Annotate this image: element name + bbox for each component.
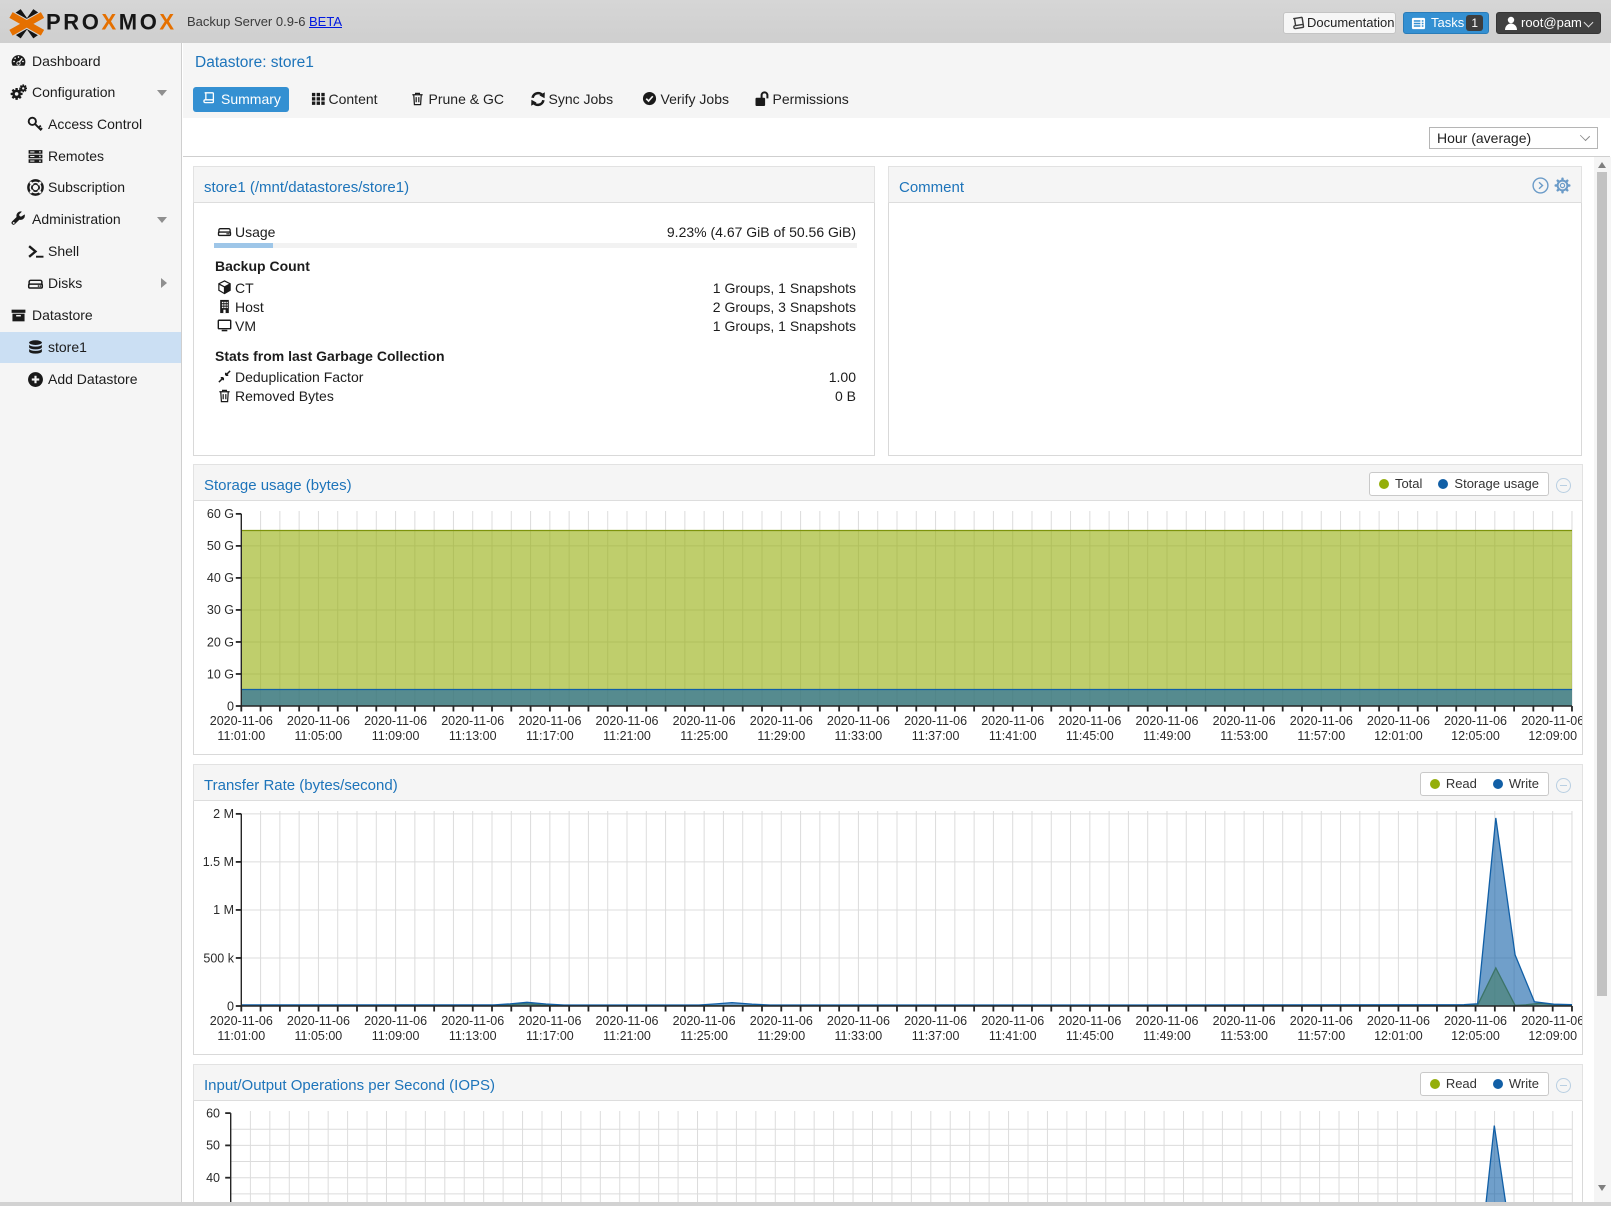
- svg-text:11:21:00: 11:21:00: [603, 729, 651, 743]
- svg-text:2020-11-06: 2020-11-06: [1058, 714, 1121, 728]
- svg-text:2020-11-06: 2020-11-06: [210, 714, 273, 728]
- svg-text:50: 50: [206, 1139, 220, 1153]
- svg-text:11:17:00: 11:17:00: [526, 729, 574, 743]
- svg-text:12:05:00: 12:05:00: [1451, 729, 1500, 743]
- svg-text:11:17:00: 11:17:00: [526, 1029, 574, 1043]
- svg-text:2020-11-06: 2020-11-06: [364, 714, 427, 728]
- svg-text:12:09:00: 12:09:00: [1528, 1029, 1577, 1043]
- svg-text:11:33:00: 11:33:00: [835, 729, 883, 743]
- svg-text:0: 0: [227, 999, 234, 1013]
- svg-text:2020-11-06: 2020-11-06: [827, 714, 890, 728]
- svg-text:2020-11-06: 2020-11-06: [1521, 714, 1582, 728]
- svg-text:2020-11-06: 2020-11-06: [1290, 714, 1353, 728]
- svg-text:11:25:00: 11:25:00: [680, 729, 728, 743]
- svg-text:2020-11-06: 2020-11-06: [287, 714, 350, 728]
- svg-text:60: 60: [206, 1106, 220, 1120]
- svg-text:2020-11-06: 2020-11-06: [441, 714, 504, 728]
- svg-text:2020-11-06: 2020-11-06: [1290, 1014, 1353, 1028]
- svg-text:2 M: 2 M: [213, 807, 234, 821]
- svg-text:2020-11-06: 2020-11-06: [981, 714, 1044, 728]
- svg-text:11:45:00: 11:45:00: [1066, 729, 1114, 743]
- svg-text:11:13:00: 11:13:00: [449, 1029, 497, 1043]
- svg-text:2020-11-06: 2020-11-06: [518, 714, 581, 728]
- svg-text:10 G: 10 G: [207, 667, 234, 681]
- svg-text:11:53:00: 11:53:00: [1220, 1029, 1268, 1043]
- svg-text:11:45:00: 11:45:00: [1066, 1029, 1114, 1043]
- svg-text:11:37:00: 11:37:00: [912, 729, 960, 743]
- svg-text:12:01:00: 12:01:00: [1374, 729, 1423, 743]
- svg-text:11:49:00: 11:49:00: [1143, 1029, 1191, 1043]
- svg-text:1 M: 1 M: [213, 903, 234, 917]
- svg-text:2020-11-06: 2020-11-06: [1058, 1014, 1121, 1028]
- svg-text:2020-11-06: 2020-11-06: [595, 714, 658, 728]
- svg-text:11:41:00: 11:41:00: [989, 729, 1037, 743]
- svg-text:2020-11-06: 2020-11-06: [210, 1014, 273, 1028]
- svg-text:11:29:00: 11:29:00: [757, 1029, 805, 1043]
- svg-text:2020-11-06: 2020-11-06: [287, 1014, 350, 1028]
- svg-text:30 G: 30 G: [207, 603, 234, 617]
- svg-text:11:49:00: 11:49:00: [1143, 729, 1191, 743]
- svg-text:2020-11-06: 2020-11-06: [1444, 1014, 1507, 1028]
- svg-text:40 G: 40 G: [207, 571, 234, 585]
- svg-text:2020-11-06: 2020-11-06: [1135, 714, 1198, 728]
- svg-text:12:05:00: 12:05:00: [1451, 1029, 1500, 1043]
- svg-text:11:21:00: 11:21:00: [603, 1029, 651, 1043]
- svg-text:11:01:00: 11:01:00: [217, 729, 265, 743]
- svg-text:2020-11-06: 2020-11-06: [1367, 714, 1430, 728]
- svg-text:2020-11-06: 2020-11-06: [364, 1014, 427, 1028]
- svg-text:11:05:00: 11:05:00: [295, 1029, 343, 1043]
- svg-text:2020-11-06: 2020-11-06: [673, 714, 736, 728]
- svg-text:2020-11-06: 2020-11-06: [673, 1014, 736, 1028]
- svg-text:60 G: 60 G: [207, 507, 234, 521]
- svg-text:2020-11-06: 2020-11-06: [981, 1014, 1044, 1028]
- svg-text:2020-11-06: 2020-11-06: [595, 1014, 658, 1028]
- svg-text:20 G: 20 G: [207, 635, 234, 649]
- svg-text:11:41:00: 11:41:00: [989, 1029, 1037, 1043]
- svg-text:11:57:00: 11:57:00: [1297, 1029, 1345, 1043]
- svg-text:11:33:00: 11:33:00: [835, 1029, 883, 1043]
- svg-text:11:37:00: 11:37:00: [912, 1029, 960, 1043]
- svg-text:12:01:00: 12:01:00: [1374, 1029, 1423, 1043]
- svg-text:2020-11-06: 2020-11-06: [1444, 714, 1507, 728]
- svg-text:2020-11-06: 2020-11-06: [1521, 1014, 1582, 1028]
- svg-text:500 k: 500 k: [203, 951, 234, 965]
- svg-text:12:09:00: 12:09:00: [1528, 729, 1577, 743]
- svg-text:0: 0: [227, 699, 234, 713]
- svg-text:2020-11-06: 2020-11-06: [904, 1014, 967, 1028]
- svg-text:1.5 M: 1.5 M: [203, 855, 234, 869]
- svg-text:11:57:00: 11:57:00: [1297, 729, 1345, 743]
- svg-text:2020-11-06: 2020-11-06: [750, 1014, 813, 1028]
- svg-text:2020-11-06: 2020-11-06: [1213, 1014, 1276, 1028]
- svg-text:11:29:00: 11:29:00: [757, 729, 805, 743]
- svg-text:11:01:00: 11:01:00: [217, 1029, 265, 1043]
- svg-text:11:05:00: 11:05:00: [295, 729, 343, 743]
- svg-text:11:09:00: 11:09:00: [372, 729, 420, 743]
- svg-text:11:13:00: 11:13:00: [449, 729, 497, 743]
- svg-text:PROXMOX: PROXMOX: [46, 10, 177, 35]
- svg-text:2020-11-06: 2020-11-06: [827, 1014, 890, 1028]
- svg-text:50 G: 50 G: [207, 539, 234, 553]
- svg-text:2020-11-06: 2020-11-06: [904, 714, 967, 728]
- svg-text:11:09:00: 11:09:00: [372, 1029, 420, 1043]
- svg-text:40: 40: [206, 1171, 220, 1185]
- svg-text:2020-11-06: 2020-11-06: [518, 1014, 581, 1028]
- svg-text:2020-11-06: 2020-11-06: [1135, 1014, 1198, 1028]
- svg-text:11:25:00: 11:25:00: [680, 1029, 728, 1043]
- svg-text:2020-11-06: 2020-11-06: [750, 714, 813, 728]
- svg-text:2020-11-06: 2020-11-06: [1213, 714, 1276, 728]
- svg-text:2020-11-06: 2020-11-06: [1367, 1014, 1430, 1028]
- svg-text:2020-11-06: 2020-11-06: [441, 1014, 504, 1028]
- svg-text:11:53:00: 11:53:00: [1220, 729, 1268, 743]
